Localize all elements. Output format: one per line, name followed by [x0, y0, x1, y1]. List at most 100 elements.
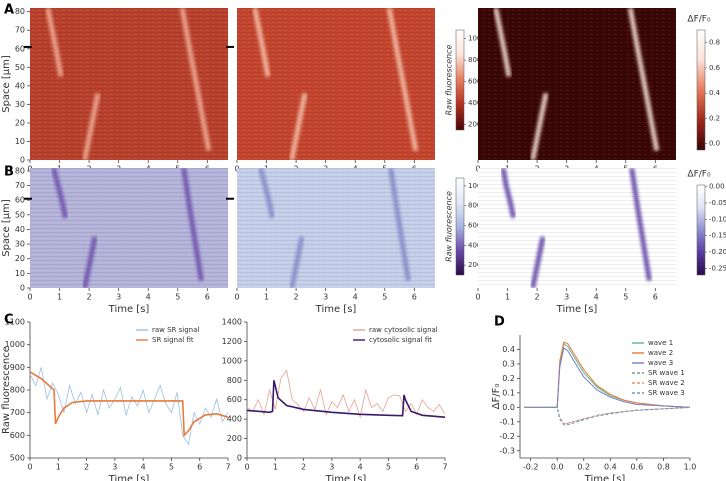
x-tick-label: 1: [264, 293, 269, 302]
panel-label: A: [4, 3, 14, 18]
x-tick-label: 2: [87, 293, 92, 302]
colorbar-tick-label: -0.05: [709, 199, 726, 207]
x-tick-label: -0.2: [523, 463, 539, 472]
y-tick-label: 40: [15, 81, 25, 90]
y-tick-label: 0: [20, 156, 25, 165]
y-tick-label: 500: [10, 454, 25, 463]
x-tick-label: 5: [623, 293, 628, 302]
y-tick-label: 200: [227, 434, 242, 443]
y-tick-label: 0.2: [502, 374, 515, 383]
x-tick-label: 4: [353, 293, 358, 302]
y-tick-label: 700: [10, 408, 25, 417]
y-tick-label: 400: [227, 415, 242, 424]
y-axis-label: ΔF/F₀: [491, 384, 502, 410]
x-tick-label: 4: [594, 293, 599, 302]
series-line: [524, 406, 691, 426]
y-tick-label: 1400: [222, 318, 242, 327]
colorbar-tick-label: 800: [468, 202, 481, 210]
x-tick-label: 0: [27, 293, 32, 302]
x-tick-label: 0: [234, 293, 239, 302]
y-tick-label: 60: [15, 44, 25, 53]
x-tick-label: 0.6: [631, 463, 644, 472]
x-tick-label: 1: [273, 463, 278, 472]
x-tick-label: 2: [294, 293, 299, 302]
legend-label: raw cytosolic signal: [369, 326, 438, 334]
y-tick-label: 800: [227, 376, 242, 385]
colorbar: [455, 177, 465, 276]
wave-front: [179, 8, 212, 152]
x-tick-label: 2: [535, 293, 540, 302]
y-tick-label: 0.1: [502, 388, 515, 397]
colorbar-tick-label: -0.10: [709, 215, 726, 223]
wave-front: [181, 168, 204, 282]
y-tick-label: 600: [227, 395, 242, 404]
series-line: [524, 406, 691, 426]
x-tick-label: 6: [205, 293, 210, 302]
y-axis-label: Space [µm]: [1, 199, 12, 257]
x-tick-label: 0.0: [551, 463, 564, 472]
wave-front: [82, 236, 98, 288]
y-tick-label: -0.2: [499, 432, 515, 441]
y-tick-label: 70: [15, 181, 25, 190]
x-tick-label: 1: [57, 293, 62, 302]
x-axis-label: Time [s]: [325, 474, 367, 481]
y-tick-label: 20: [15, 118, 25, 127]
x-axis-label: Time [s]: [556, 304, 598, 315]
colorbar-tick-label: 400: [468, 241, 481, 249]
colorbar-tick-label: 0.2: [709, 114, 720, 122]
colorbar: [696, 184, 706, 276]
panel-label: D: [494, 315, 505, 330]
wave-front: [45, 8, 64, 78]
colorbar-label: Raw fluorescence: [445, 45, 454, 116]
x-tick-label: 3: [323, 293, 328, 302]
series-line: [524, 341, 691, 408]
legend-label: SR wave 1: [648, 369, 685, 377]
y-tick-label: 10: [15, 269, 25, 278]
legend-label: SR wave 3: [648, 389, 685, 397]
y-tick-label: 800: [10, 386, 25, 395]
x-tick-label: 3: [116, 293, 121, 302]
colorbar-tick-label: 400: [468, 99, 481, 107]
series-line: [524, 406, 691, 424]
series-line: [524, 347, 691, 408]
colorbar-tick-label: 0.4: [709, 89, 721, 97]
x-tick-label: 7: [442, 463, 447, 472]
y-axis-label: Raw fluorescence: [1, 346, 12, 434]
y-tick-label: 40: [15, 225, 25, 234]
y-tick-label: 900: [10, 363, 25, 372]
wave-front: [629, 168, 652, 282]
wave-front: [500, 168, 516, 219]
x-tick-label: 1: [505, 293, 510, 302]
x-tick-label: 5: [382, 293, 387, 302]
y-tick-label: -0.1: [499, 417, 515, 426]
y-tick-label: 20: [15, 254, 25, 263]
y-tick-label: 50: [15, 210, 25, 219]
x-tick-label: 5: [386, 463, 391, 472]
colorbar-tick-label: 1000: [468, 35, 486, 43]
x-tick-label: 0: [27, 463, 32, 472]
x-tick-label: 1.0: [684, 463, 697, 472]
y-tick-label: 50: [15, 63, 25, 72]
x-tick-label: 4: [358, 463, 363, 472]
x-tick-label: 1: [56, 463, 61, 472]
x-tick-label: 0: [244, 463, 249, 472]
colorbar-label: ΔF/F₀: [687, 15, 711, 25]
legend-label: SR signal fit: [152, 336, 194, 344]
x-axis-label: Time [s]: [108, 304, 150, 315]
wave-front: [82, 92, 101, 160]
colorbar-tick-label: -0.15: [709, 232, 726, 240]
x-tick-label: 3: [564, 293, 569, 302]
panel-label: C: [4, 313, 14, 328]
x-tick-label: 6: [653, 293, 658, 302]
x-tick-label: 4: [146, 293, 151, 302]
colorbar-tick-label: 0.6: [709, 64, 721, 72]
wave-front: [289, 236, 305, 288]
wave-front: [51, 168, 68, 219]
y-tick-label: 1000: [5, 340, 25, 349]
y-tick-label: 70: [15, 26, 25, 35]
x-tick-label: 7: [225, 463, 230, 472]
x-tick-label: 2: [84, 463, 89, 472]
colorbar-label: Raw fluorescence: [445, 191, 454, 262]
wave-front: [258, 168, 275, 219]
x-tick-label: 0.2: [577, 463, 590, 472]
